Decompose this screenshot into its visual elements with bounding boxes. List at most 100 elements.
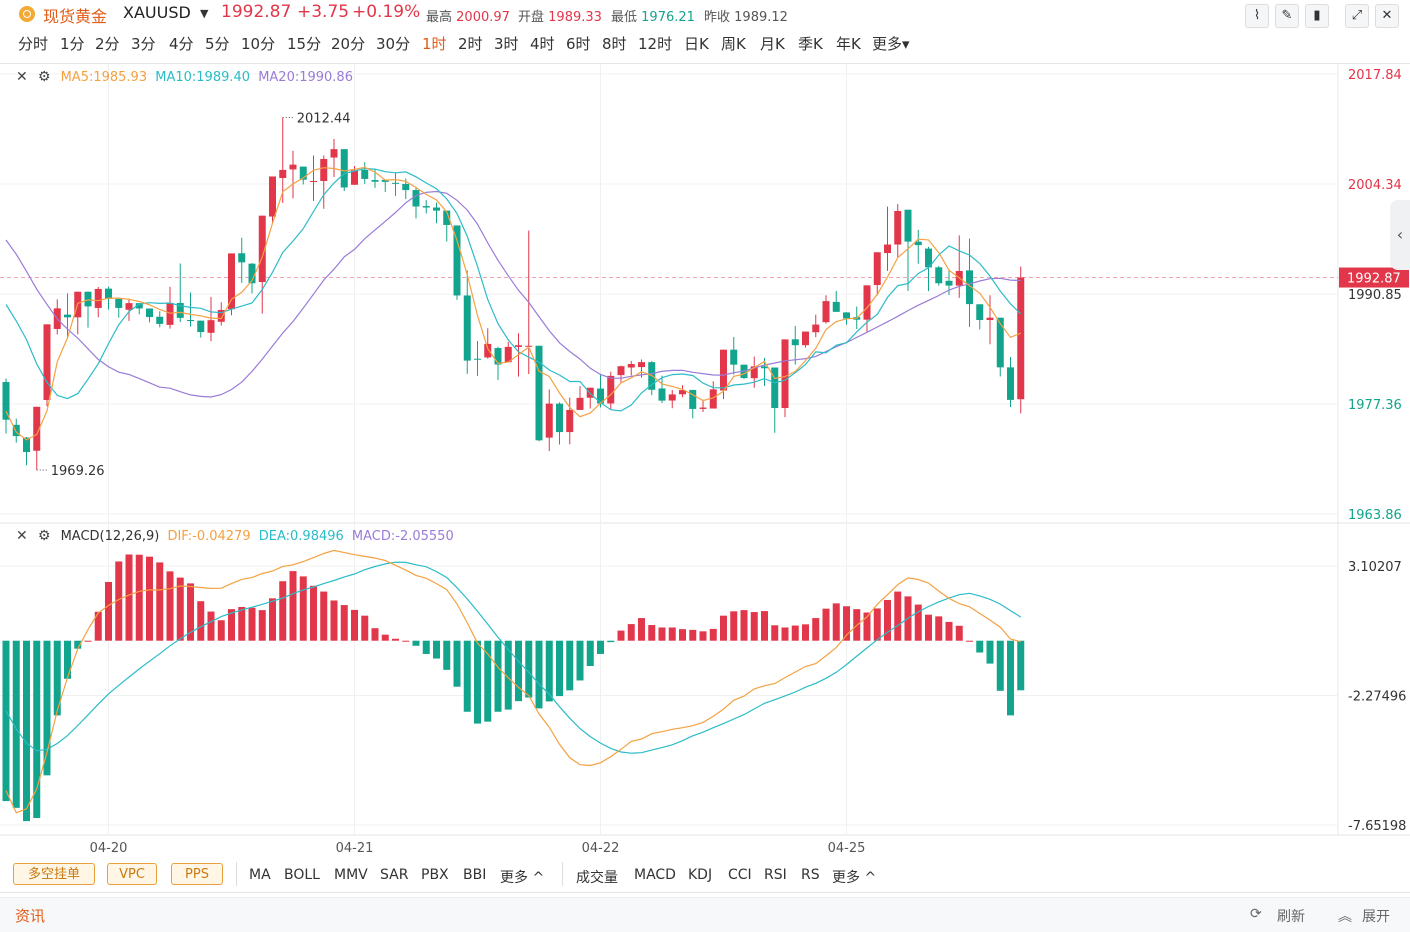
main-indicator-tab[interactable]: PBX <box>421 867 449 883</box>
period-tab[interactable]: 分时 <box>18 35 49 53</box>
chevron-down-icon[interactable]: ▼ <box>200 7 209 20</box>
period-tab[interactable]: 4分 <box>169 35 194 53</box>
close-icon[interactable]: ✕ <box>16 69 28 85</box>
macd-bar <box>340 605 348 641</box>
date-axis-label: 04-20 <box>90 841 128 856</box>
candle-body <box>1017 277 1025 400</box>
main-indicator-tab[interactable]: SAR <box>380 867 409 883</box>
sub-indicator-tab[interactable]: 成交量 <box>576 870 618 886</box>
pencil-icon[interactable]: ✎ <box>1275 4 1299 28</box>
candle-body <box>525 345 533 347</box>
macd-bar <box>914 604 922 641</box>
tag-button[interactable]: PPS <box>171 863 223 885</box>
macd-bar <box>53 640 61 716</box>
period-tab[interactable]: 日K <box>684 35 709 53</box>
expand-button[interactable]: 展开 <box>1362 909 1390 925</box>
macd-bar <box>361 615 369 641</box>
ma20-legend: MA20:1990.86 <box>258 70 353 85</box>
gear-icon[interactable]: ⚙ <box>37 69 51 85</box>
macd-bar <box>228 609 235 641</box>
open-stat: 开盘 1989.33 <box>518 6 602 25</box>
sub-indicator-tab[interactable]: RSI <box>764 867 787 883</box>
gear-icon[interactable]: ⚙ <box>37 528 51 544</box>
period-tab[interactable]: 2时 <box>458 35 483 53</box>
main-indicator-tab[interactable]: BBI <box>463 867 487 883</box>
candle-body <box>340 149 348 188</box>
macd-bar <box>597 640 604 654</box>
macd-bar <box>248 607 256 641</box>
kline-chart[interactable]: 2017.84 2004.34 1990.85 1977.36 1963.86 3.102… <box>0 0 1410 858</box>
period-tab[interactable]: 周K <box>721 35 746 53</box>
candle-body <box>925 248 932 268</box>
period-tab[interactable]: 年K <box>836 35 861 53</box>
macd-bar <box>494 640 502 712</box>
sub-indicator-tab[interactable]: MACD <box>634 867 676 883</box>
candle-icon[interactable]: ▮ <box>1305 4 1329 28</box>
sub-indicator-tab[interactable]: RS <box>801 867 820 883</box>
symbol-name[interactable]: 现货黄金 <box>43 7 108 26</box>
candle-body <box>566 409 574 433</box>
period-tab[interactable]: 1分 <box>60 35 85 53</box>
period-tab[interactable]: 6时 <box>566 35 591 53</box>
candle-body <box>23 437 30 452</box>
candle-body <box>617 366 625 376</box>
candle-body <box>43 324 51 400</box>
price-axis-label: 2017.84 <box>1348 68 1402 83</box>
period-tab[interactable]: 3时 <box>494 35 519 53</box>
ruler-icon[interactable]: ⌇ <box>1245 4 1269 28</box>
period-tab[interactable]: 更多▾ <box>872 35 910 53</box>
macd-bar <box>679 629 686 641</box>
candle-body <box>217 309 225 322</box>
candle-body <box>884 244 891 254</box>
sub-indicator-tab[interactable]: CCI <box>728 867 752 883</box>
expand-icon[interactable]: ⤢ <box>1345 4 1369 28</box>
close-icon[interactable]: ✕ <box>16 528 28 544</box>
macd-bar <box>238 606 246 641</box>
candle-body <box>515 345 522 347</box>
period-tab[interactable]: 5分 <box>205 35 230 53</box>
main-indicator-tab[interactable]: MA <box>249 867 271 883</box>
period-tab[interactable]: 10分 <box>241 35 276 53</box>
chevron-left-icon[interactable]: ‹ <box>1390 200 1410 270</box>
period-tab[interactable]: 2分 <box>95 35 120 53</box>
period-tab[interactable]: 30分 <box>376 35 411 53</box>
period-tab[interactable]: 月K <box>760 35 785 53</box>
prev-close-stat: 昨收 1989.12 <box>704 6 788 25</box>
tag-button[interactable]: 多空挂单 <box>13 863 95 885</box>
candle-body <box>166 302 174 325</box>
expand-up-icon[interactable]: ︽ <box>1338 909 1352 925</box>
period-tab[interactable]: 15分 <box>287 35 322 53</box>
period-tab[interactable]: 12时 <box>638 35 673 53</box>
candle-body <box>730 349 738 365</box>
quote-header: 现货黄金 XAUUSD ▼ 1992.87 +3.75 +0.19% 最高 20… <box>0 0 1410 28</box>
macd-bar <box>740 610 748 641</box>
refresh-icon[interactable]: ⟳ <box>1250 906 1262 922</box>
candle-body <box>976 304 984 321</box>
refresh-button[interactable]: 刷新 <box>1277 909 1305 925</box>
period-tab[interactable]: 4时 <box>530 35 555 53</box>
main-indicator-tab[interactable]: 更多 ^ <box>500 870 545 886</box>
main-indicator-tab[interactable]: MMV <box>334 867 368 883</box>
sub-indicator-tab[interactable]: 更多 ^ <box>832 870 877 886</box>
candle-body <box>412 190 420 207</box>
period-tab[interactable]: 1时 <box>422 35 447 53</box>
period-tab[interactable]: 20分 <box>331 35 366 53</box>
main-indicator-tab[interactable]: BOLL <box>284 867 320 883</box>
tag-button[interactable]: VPC <box>107 863 157 885</box>
candle-body <box>873 252 881 286</box>
macd-bar <box>351 609 358 641</box>
period-tab[interactable]: 8时 <box>602 35 627 53</box>
close-window-icon[interactable]: ✕ <box>1375 4 1399 28</box>
macd-bar <box>289 571 297 641</box>
period-tab[interactable]: 季K <box>798 35 823 53</box>
macd-bar <box>258 610 266 641</box>
news-title[interactable]: 资讯 <box>15 907 46 925</box>
open-value: 1989.33 <box>548 10 602 25</box>
last-price-tag-label: 1992.87 <box>1347 272 1401 287</box>
symbol-code[interactable]: XAUUSD <box>123 3 191 22</box>
macd-bar <box>310 585 317 641</box>
sub-indicator-tab[interactable]: KDJ <box>688 867 713 883</box>
candle-body <box>761 366 768 369</box>
macd-bar <box>443 640 451 670</box>
period-tab[interactable]: 3分 <box>131 35 156 53</box>
